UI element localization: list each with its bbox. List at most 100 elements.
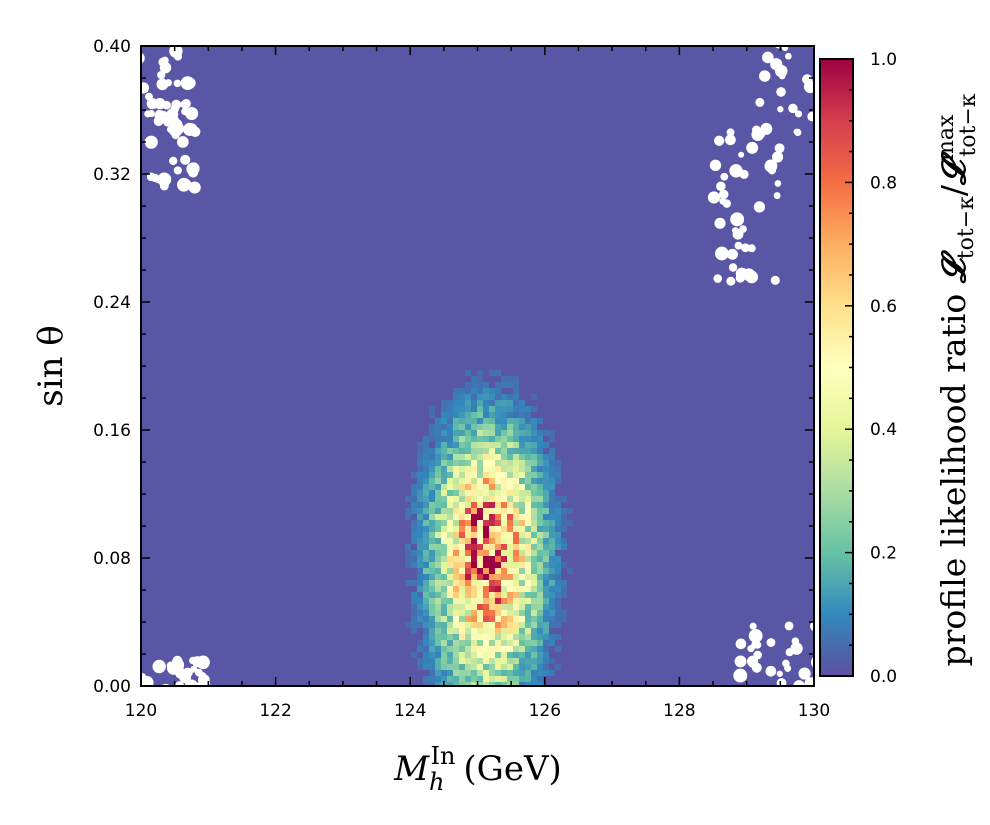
heatmap-cell (501, 580, 507, 586)
heatmap-cell (423, 436, 429, 442)
heatmap-cell (453, 520, 459, 526)
heatmap-cell (435, 628, 441, 634)
heatmap-cell (459, 514, 465, 520)
empty-cell (166, 687, 175, 696)
heatmap-cell (435, 640, 441, 646)
heatmap-cell (471, 520, 477, 526)
heatmap-cell (447, 562, 453, 568)
heatmap-cell (495, 466, 501, 472)
empty-cell (748, 661, 756, 668)
heatmap-cell (453, 598, 459, 604)
heatmap-cell (513, 562, 519, 568)
heatmap-cell (411, 538, 417, 544)
heatmap-cell (417, 526, 423, 532)
heatmap-cell (525, 466, 531, 472)
heatmap-cell (471, 502, 477, 508)
heatmap-cell (519, 568, 525, 574)
heatmap-cell (513, 604, 519, 610)
heatmap-cell (429, 466, 435, 472)
heatmap-cell (459, 466, 465, 472)
heatmap-cell (537, 436, 543, 442)
x-tick-label: 124 (394, 701, 426, 721)
heatmap-cell (471, 616, 477, 622)
heatmap-cell (501, 616, 507, 622)
heatmap-cell (441, 448, 447, 454)
heatmap-cell (471, 580, 477, 586)
heatmap-cell (453, 640, 459, 646)
heatmap-cell (501, 382, 507, 388)
empty-cell (747, 645, 755, 653)
x-tick-label: 122 (259, 701, 291, 721)
heatmap-cell (489, 370, 495, 376)
empty-cell (720, 172, 729, 181)
heatmap-cell (507, 430, 513, 436)
heatmap-cell (525, 598, 531, 604)
heatmap-cell (441, 586, 447, 592)
empty-cell (709, 159, 722, 172)
heatmap-cell (477, 568, 483, 574)
heatmap-cell (531, 628, 537, 634)
heatmap-cell (423, 586, 429, 592)
heatmap-cell (495, 652, 501, 658)
heatmap-cell (525, 634, 531, 640)
heatmap-cell (435, 448, 441, 454)
heatmap-cell (543, 484, 549, 490)
heatmap-cell (429, 676, 435, 682)
heatmap-cell (411, 532, 417, 538)
heatmap-cell (441, 568, 447, 574)
heatmap-cell (525, 532, 531, 538)
heatmap-cell (507, 436, 513, 442)
heatmap-cell (477, 466, 483, 472)
heatmap-cell (447, 424, 453, 430)
heatmap-cell (507, 658, 513, 664)
heatmap-cell (459, 424, 465, 430)
heatmap-cell (453, 406, 459, 412)
heatmap-cell (459, 448, 465, 454)
empty-cell (159, 181, 169, 191)
empty-cell (734, 241, 743, 250)
heatmap-cell (417, 532, 423, 538)
heatmap-cell (465, 460, 471, 466)
heatmap-cell (507, 550, 513, 556)
heatmap-cell (501, 394, 507, 400)
heatmap-cell (513, 520, 519, 526)
heatmap-cell (543, 610, 549, 616)
heatmap-cell (519, 400, 525, 406)
heatmap-cell (441, 490, 447, 496)
heatmap-cell (489, 676, 495, 682)
heatmap-cell (465, 508, 471, 514)
empty-cell (777, 0, 783, 2)
heatmap-cell (441, 556, 447, 562)
heatmap-cell (441, 532, 447, 538)
heatmap-cell (501, 610, 507, 616)
heatmap-cell (489, 670, 495, 676)
heatmap-cell (495, 454, 501, 460)
heatmap-cell (537, 610, 543, 616)
heatmap-cell (525, 550, 531, 556)
heatmap-cell (507, 514, 513, 520)
heatmap-cell (531, 472, 537, 478)
heatmap-cell (411, 550, 417, 556)
heatmap-cell (405, 580, 411, 586)
heatmap-cell (543, 514, 549, 520)
heatmap-cell (483, 436, 489, 442)
heatmap-cell (489, 634, 495, 640)
heatmap-cell (495, 400, 501, 406)
heatmap-cell (537, 592, 543, 598)
heatmap-cell (519, 418, 525, 424)
heatmap-cell (549, 586, 555, 592)
heatmap-cell (489, 640, 495, 646)
heatmap-cell (459, 586, 465, 592)
heatmap-cell (405, 622, 411, 628)
heatmap-cell (477, 460, 483, 466)
heatmap-cell (417, 454, 423, 460)
heatmap-cell (519, 622, 525, 628)
heatmap-cell (501, 622, 507, 628)
heatmap-cell (507, 634, 513, 640)
heatmap-cell (495, 430, 501, 436)
heatmap-cell (483, 610, 489, 616)
heatmap-cell (567, 568, 573, 574)
heatmap-cell (477, 394, 483, 400)
heatmap-cell (525, 586, 531, 592)
heatmap-cell (501, 604, 507, 610)
